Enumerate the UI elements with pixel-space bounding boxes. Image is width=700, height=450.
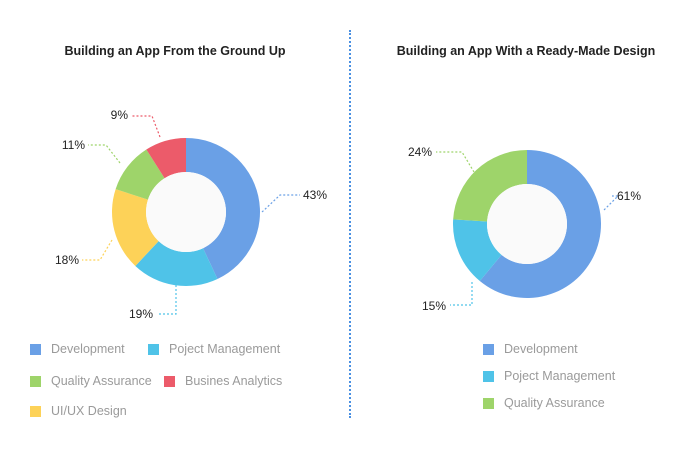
divider: [349, 30, 351, 418]
leader-line: [82, 239, 113, 261]
donut-slice-right-1: [453, 219, 502, 282]
legend-item-left-quality-assurance: Quality Assurance: [30, 374, 152, 388]
chart-title-right: Building an App With a Ready-Made Design: [396, 44, 656, 58]
legend-item-left-ui-ux-design: UI/UX Design: [30, 404, 127, 418]
donut-slice-left-0: [186, 138, 260, 279]
donut-slice-left-2: [112, 189, 159, 266]
donut-slice-left-1: [135, 241, 218, 286]
legend-label: Quality Assurance: [504, 396, 605, 410]
donut-hole: [487, 184, 567, 264]
legend-item-right-quality-assurance: Quality Assurance: [483, 396, 605, 410]
legend-item-right-development: Development: [483, 342, 578, 356]
value-label: 11%: [62, 138, 85, 152]
legend-label: UI/UX Design: [51, 404, 127, 418]
legend-label: Poject Management: [504, 369, 616, 383]
legend-swatch: [148, 343, 159, 355]
leader-line: [450, 282, 473, 306]
leader-line: [88, 144, 121, 164]
value-label: 19%: [129, 307, 153, 321]
legend-swatch: [30, 343, 41, 355]
value-label: 61%: [617, 189, 641, 203]
value-label: 43%: [303, 188, 327, 202]
legend-item-left-development: Development: [30, 342, 125, 356]
chart-title-left: Building an App From the Ground Up: [64, 44, 286, 58]
donut-slice-left-3: [115, 149, 165, 200]
legend-label: Development: [51, 342, 125, 356]
donut-slice-left-4: [146, 138, 186, 179]
legend-label: Poject Management: [169, 342, 281, 356]
legend-label: Busines Analytics: [185, 374, 283, 388]
legend-label: Quality Assurance: [51, 374, 152, 388]
donut-hole: [146, 172, 226, 252]
legend-swatch: [483, 370, 494, 382]
legend-item-right-project-management: Poject Management: [483, 369, 615, 383]
legend-item-left-busines-analytics: Busines Analytics: [164, 374, 282, 388]
donut-slice-right-0: [479, 150, 601, 299]
legend-swatch: [30, 405, 41, 417]
leader-line: [158, 285, 177, 315]
leader-line: [436, 151, 475, 173]
leader-line: [603, 195, 620, 211]
value-label: 9%: [111, 108, 129, 122]
leader-line: [132, 115, 161, 138]
value-label: 18%: [55, 253, 79, 267]
legend-item-left-project-management: Poject Management: [148, 342, 280, 356]
value-label: 15%: [422, 299, 446, 313]
donut-slice-right-2: [453, 150, 527, 222]
legend-swatch: [483, 343, 494, 355]
leader-line: [261, 194, 300, 213]
legend-swatch: [30, 375, 41, 387]
value-label: 24%: [408, 145, 432, 159]
legend-swatch: [164, 375, 175, 387]
legend-swatch: [483, 397, 494, 409]
legend-label: Development: [504, 342, 578, 356]
